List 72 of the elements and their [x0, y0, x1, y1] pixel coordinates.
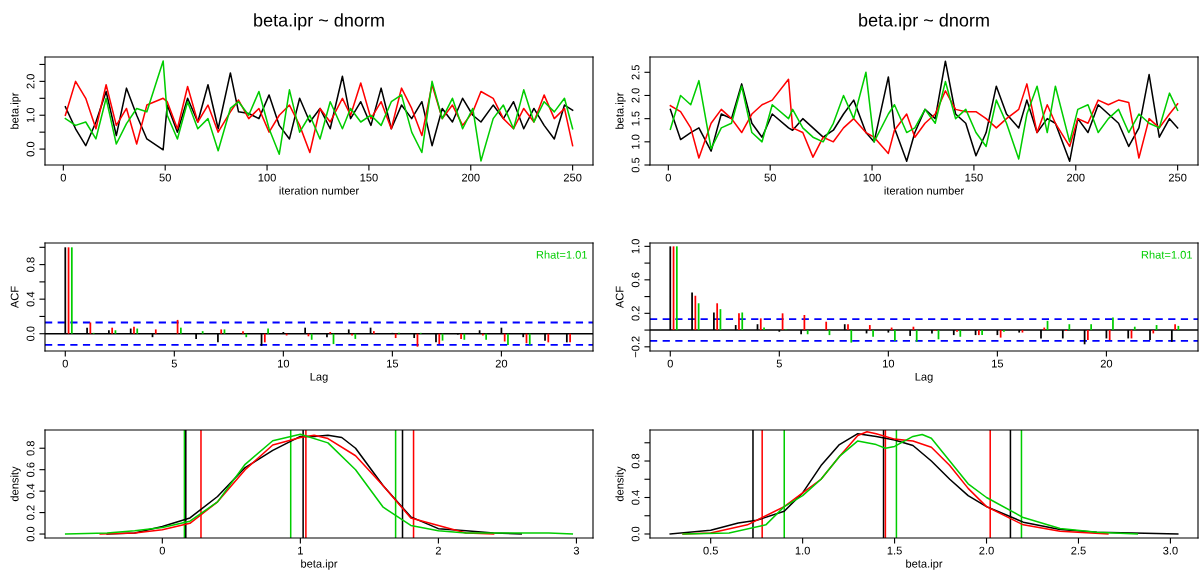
x-axis-title: Lag — [915, 372, 933, 383]
line-series — [64, 60, 574, 162]
x-tick-label: 1.0 — [795, 546, 810, 555]
y-tick-label: 0.6 — [631, 272, 640, 288]
x-tick-label: 0.5 — [703, 546, 718, 555]
x-axis-title: iteration number — [279, 186, 359, 195]
y-axis-title: beta.ipr — [615, 92, 626, 129]
x-tick-label: 200 — [1067, 173, 1085, 182]
y-tick-label: 0.0 — [26, 526, 35, 542]
x-tick-label: 1 — [298, 546, 303, 555]
y-tick-label: 0.0 — [26, 141, 35, 157]
annotation: Rhat=1.01 — [536, 250, 587, 259]
y-tick-label: 0.2 — [26, 505, 35, 520]
y-axis-title: beta.ipr — [10, 92, 21, 129]
x-tick-label: 0 — [667, 359, 673, 368]
y-tick-label: 0.0 — [26, 326, 35, 342]
line-series — [64, 433, 574, 535]
x-tick-label: 20 — [495, 359, 508, 368]
y-tick-label: 1.0 — [631, 239, 640, 254]
x-tick-label: 10 — [278, 359, 290, 368]
x-tick-label: 2 — [435, 546, 441, 555]
x-tick-label: 3.0 — [1163, 546, 1178, 555]
y-tick-label: 0.8 — [26, 257, 35, 272]
y-tick-label: 0.4 — [631, 490, 640, 505]
x-tick-label: 15 — [992, 359, 1004, 368]
x-tick-label: 1.5 — [887, 546, 902, 555]
x-tick-label: 20 — [1100, 359, 1113, 368]
x-tick-label: 0 — [62, 359, 68, 368]
chart-title: beta.ipr ~ dnorm — [254, 13, 384, 31]
y-axis-title: ACF — [615, 286, 624, 309]
x-axis-title: Lag — [310, 372, 328, 383]
x-tick-label: 50 — [764, 173, 776, 182]
y-axis-title: density — [10, 466, 21, 502]
y-tick-label: 0.4 — [26, 483, 35, 499]
y-tick-label: 2.0 — [26, 74, 35, 89]
x-tick-label: 150 — [360, 173, 378, 182]
annotation: Rhat=1.01 — [1141, 250, 1192, 259]
x-tick-label: 5 — [171, 359, 177, 368]
y-axis-title: density — [615, 466, 626, 502]
y-tick-label: −0.2 — [631, 336, 640, 358]
x-tick-label: 250 — [563, 173, 582, 182]
y-tick-label: 0.6 — [26, 462, 35, 477]
x-axis-title: iteration number — [884, 186, 964, 195]
y-tick-label: 0.0 — [631, 526, 640, 542]
x-axis-title: beta.ipr — [906, 559, 943, 570]
y-tick-label: 0.8 — [631, 453, 640, 469]
y-tick-label: 0.2 — [631, 306, 640, 321]
x-tick-label: 200 — [462, 173, 480, 182]
x-tick-label: 10 — [883, 359, 895, 368]
x-tick-label: 15 — [387, 359, 399, 368]
y-tick-label: 0.8 — [26, 440, 35, 456]
y-tick-label: 2.5 — [631, 65, 640, 80]
x-tick-label: 2.5 — [1071, 546, 1086, 555]
y-tick-label: 1.5 — [631, 111, 640, 126]
x-tick-label: 2.0 — [979, 546, 994, 555]
y-tick-label: 1.0 — [26, 107, 35, 123]
x-axis-title: beta.ipr — [301, 559, 338, 570]
x-tick-label: 3 — [573, 546, 580, 555]
x-tick-label: 5 — [776, 359, 782, 368]
y-tick-label: 1.0 — [631, 134, 640, 149]
x-tick-label: 250 — [1168, 173, 1187, 182]
x-tick-label: 50 — [159, 173, 171, 182]
x-tick-label: 100 — [258, 173, 276, 182]
x-tick-label: 150 — [965, 173, 983, 182]
chart-title: beta.ipr ~ dnorm — [859, 13, 989, 31]
y-axis-title: ACF — [10, 286, 19, 309]
y-tick-label: 0.4 — [26, 291, 35, 307]
x-tick-label: 100 — [863, 173, 881, 182]
x-tick-label: 0 — [665, 173, 671, 182]
x-tick-label: 0 — [60, 173, 66, 182]
x-tick-label: 0 — [159, 546, 165, 555]
y-tick-label: 2.0 — [631, 88, 640, 103]
